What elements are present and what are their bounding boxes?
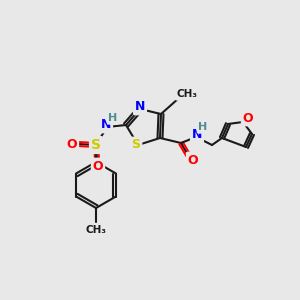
Text: N: N <box>135 100 145 113</box>
Text: H: H <box>108 113 118 123</box>
Text: S: S <box>131 139 140 152</box>
Text: N: N <box>192 128 202 142</box>
Text: S: S <box>91 138 101 152</box>
Text: H: H <box>198 122 208 132</box>
Text: O: O <box>188 154 198 166</box>
Text: CH₃: CH₃ <box>85 225 106 235</box>
Text: O: O <box>93 160 103 172</box>
Text: O: O <box>243 112 253 124</box>
Text: O: O <box>67 137 77 151</box>
Text: N: N <box>101 118 111 131</box>
Text: CH₃: CH₃ <box>176 89 197 99</box>
